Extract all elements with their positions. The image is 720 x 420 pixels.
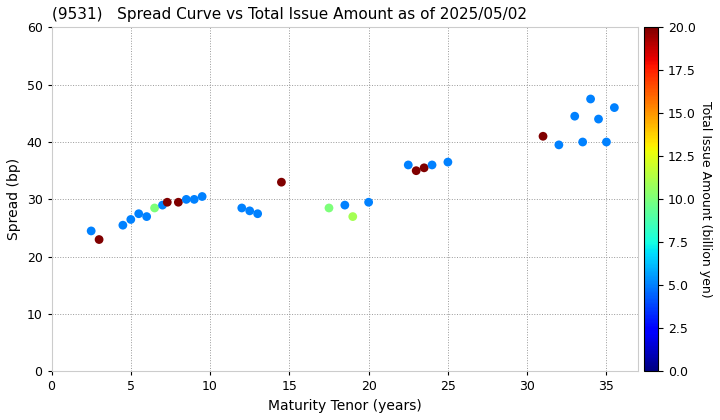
Point	[418, 165, 430, 171]
Point	[276, 179, 287, 186]
Point	[236, 205, 248, 211]
Point	[149, 205, 161, 211]
Point	[426, 162, 438, 168]
Point	[173, 199, 184, 206]
Point	[593, 116, 604, 122]
Point	[339, 202, 351, 208]
Point	[363, 199, 374, 206]
Point	[252, 210, 264, 217]
Point	[347, 213, 359, 220]
Point	[133, 210, 145, 217]
Point	[117, 222, 129, 228]
Point	[197, 193, 208, 200]
Point	[181, 196, 192, 203]
Point	[244, 207, 256, 214]
Point	[442, 159, 454, 165]
Point	[577, 139, 588, 145]
Point	[585, 96, 596, 102]
Point	[141, 213, 153, 220]
Point	[189, 196, 200, 203]
Point	[410, 167, 422, 174]
Y-axis label: Total Issue Amount (billion yen): Total Issue Amount (billion yen)	[699, 101, 712, 298]
Point	[161, 199, 173, 206]
Point	[125, 216, 137, 223]
Point	[608, 104, 620, 111]
Point	[86, 228, 97, 234]
Point	[537, 133, 549, 139]
Y-axis label: Spread (bp): Spread (bp)	[7, 158, 21, 240]
Point	[402, 162, 414, 168]
Point	[600, 139, 612, 145]
Point	[569, 113, 580, 120]
Point	[157, 202, 168, 208]
X-axis label: Maturity Tenor (years): Maturity Tenor (years)	[268, 399, 422, 413]
Point	[553, 142, 564, 148]
Text: (9531)   Spread Curve vs Total Issue Amount as of 2025/05/02: (9531) Spread Curve vs Total Issue Amoun…	[52, 7, 526, 22]
Point	[323, 205, 335, 211]
Point	[94, 236, 105, 243]
